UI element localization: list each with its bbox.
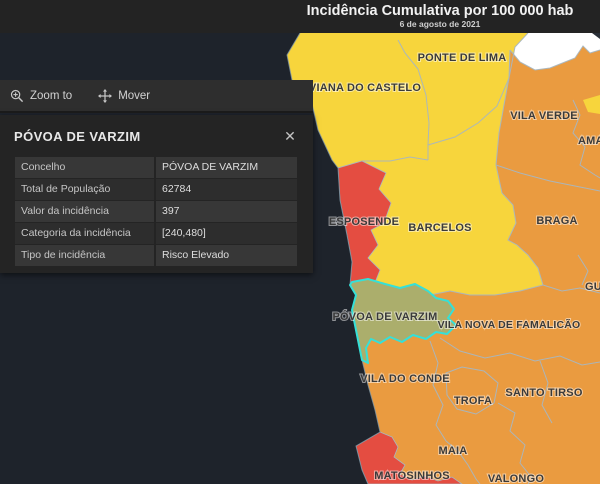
row-value: 62784 xyxy=(162,183,192,195)
row-value: 397 xyxy=(162,205,180,217)
row-label: Valor da incidência xyxy=(15,201,156,222)
row-label: Tipo de incidência xyxy=(15,245,156,266)
municipality-borders xyxy=(337,32,600,484)
row-value: Risco Elevado xyxy=(162,249,230,261)
popup-title: PÓVOA DE VARZIM xyxy=(14,128,141,144)
table-row: Total de População 62784 xyxy=(15,179,297,201)
move-label: Mover xyxy=(118,89,151,102)
row-label: Concelho xyxy=(15,157,156,178)
feature-popup: PÓVOA DE VARZIM ✕ Concelho PÓVOA DE VARZ… xyxy=(0,115,313,273)
orange-regions-shape[interactable] xyxy=(352,46,600,484)
app-header: Incidência Cumulativa por 100 000 hab 6 … xyxy=(0,0,600,33)
zoom-to-button[interactable]: Zoom to xyxy=(10,89,72,103)
table-row: Valor da incidência 397 xyxy=(15,201,297,223)
attribute-table: Concelho PÓVOA DE VARZIM Total de Popula… xyxy=(15,157,297,267)
row-label: Categoria da incidência xyxy=(15,223,156,244)
corner-region-shape xyxy=(592,33,600,39)
zoom-in-icon xyxy=(10,89,24,103)
page-subtitle: 6 de agosto de 2021 xyxy=(399,19,481,29)
page-title: Incidência Cumulativa por 100 000 hab xyxy=(306,3,574,19)
zoom-to-label: Zoom to xyxy=(30,89,73,102)
table-row: Tipo de incidência Risco Elevado xyxy=(15,245,297,267)
row-value: [240,480] xyxy=(162,227,206,239)
move-icon xyxy=(98,88,113,103)
region-povoa-de-varzim-selected-shape[interactable] xyxy=(349,278,457,364)
table-row: Concelho PÓVOA DE VARZIM xyxy=(15,157,297,179)
close-icon[interactable]: ✕ xyxy=(279,125,301,147)
table-row: Categoria da incidência [240,480] xyxy=(15,223,297,245)
popup-action-bar: Zoom to Mover xyxy=(0,80,313,113)
yellow-edge-patch-shape[interactable] xyxy=(583,95,600,114)
move-button[interactable]: Mover xyxy=(98,88,151,103)
row-value: PÓVOA DE VARZIM xyxy=(162,161,259,173)
row-label: Total de População xyxy=(15,179,156,200)
